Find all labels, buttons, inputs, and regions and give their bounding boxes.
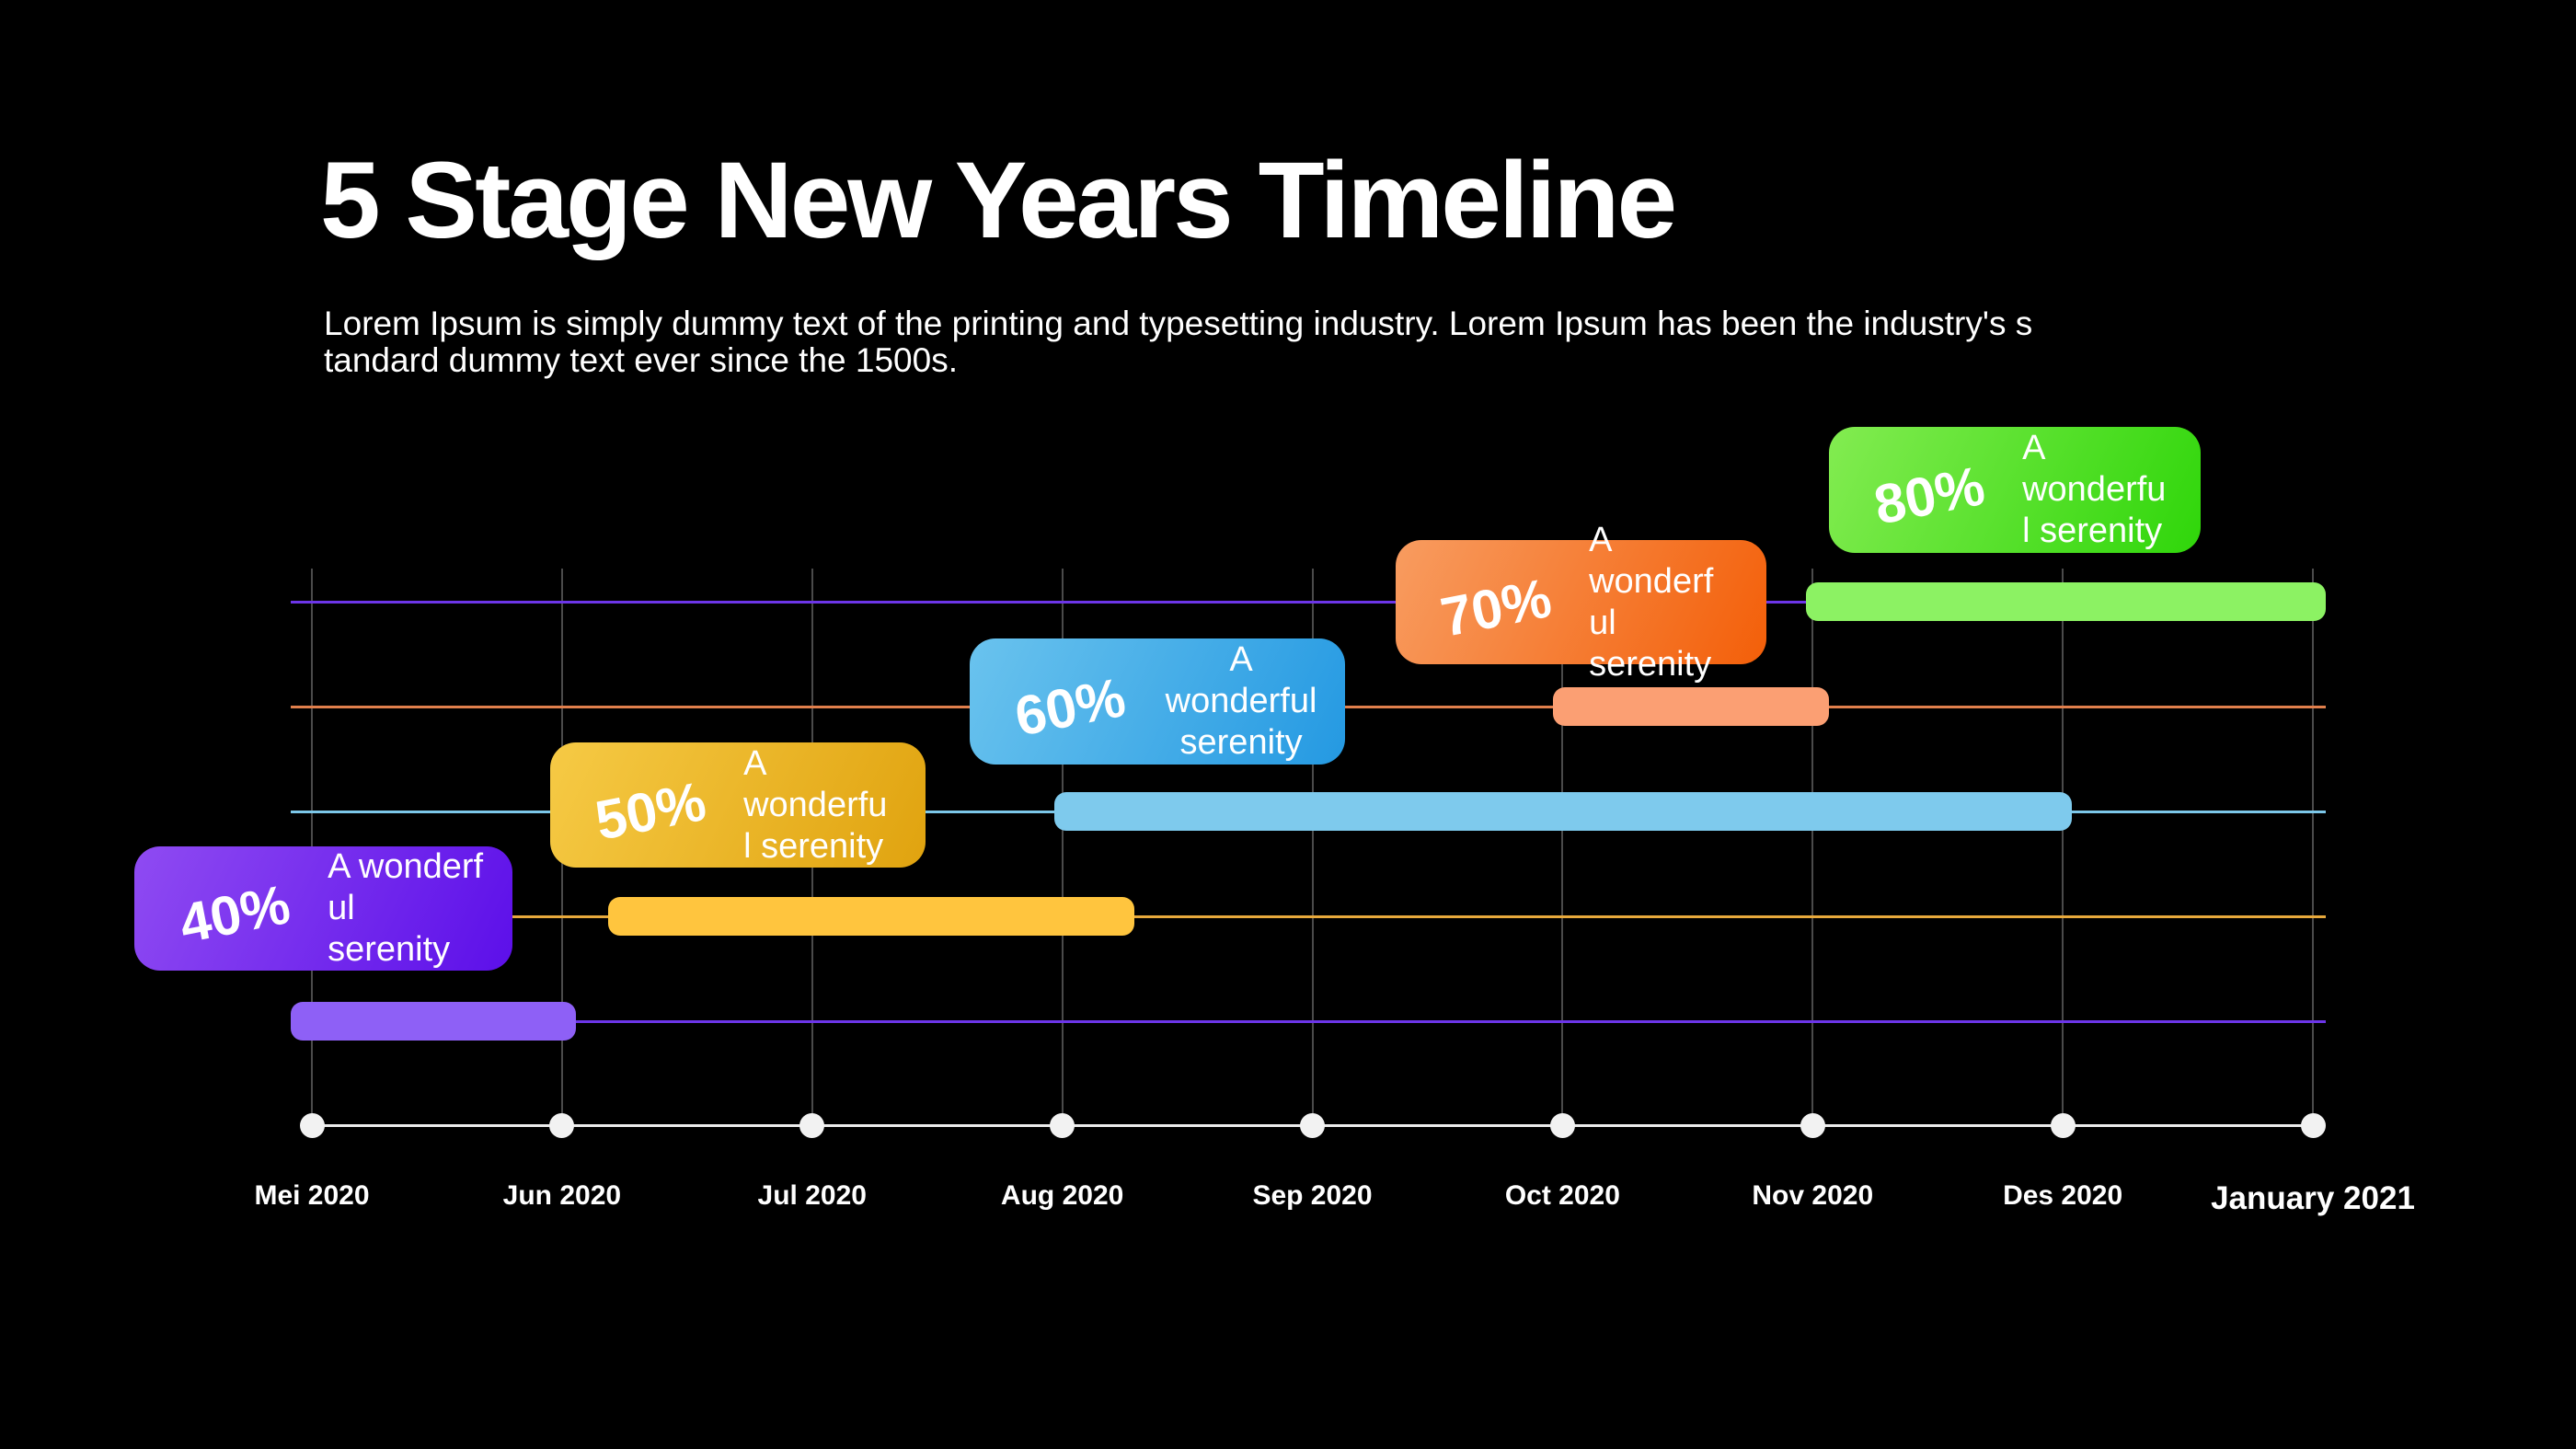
stage-percent: 50% [590, 769, 711, 852]
timeline-dot [2050, 1112, 2076, 1138]
month-label: Aug 2020 [1000, 1180, 1124, 1211]
month-gridline [1561, 569, 1564, 1125]
stage-label-line: A wonderful [1165, 640, 1317, 720]
timeline-dot [1800, 1112, 1825, 1138]
stage-percent: 70% [1435, 567, 1557, 649]
stage-card: 80% A wonderfu l serenity [1829, 427, 2201, 553]
stage-label-line: A wonderf [1589, 520, 1714, 601]
month-gridline [2062, 569, 2064, 1125]
stage-bar [291, 1002, 576, 1041]
timeline-dot [299, 1112, 325, 1138]
month-label: Nov 2020 [1752, 1180, 1874, 1211]
stage-label-line: ul serenity [328, 889, 451, 969]
stage-label-line: l serenity [743, 826, 884, 866]
stage-card: 70% A wonderf ul serenity [1396, 521, 1766, 684]
timeline-dot [549, 1112, 575, 1138]
month-label: Oct 2020 [1504, 1180, 1620, 1211]
page-title: 5 Stage New Years Timeline [320, 140, 1677, 261]
stage-row-line [291, 915, 2326, 918]
page-subtitle-line-1: Lorem Ipsum is simply dummy text of the … [324, 305, 2033, 342]
stage-label-line: A wonderfu [2022, 429, 2167, 509]
month-label: January 2021 [2211, 1180, 2415, 1216]
stage-row-line [291, 601, 2326, 604]
month-gridline [1811, 569, 1814, 1125]
page-subtitle: Lorem Ipsum is simply dummy text of the … [324, 305, 2032, 379]
timeline-dot [1050, 1112, 1075, 1138]
stage-card: 40% A wonderf ul serenity [134, 846, 512, 971]
stage-card: 50% A wonderfu l serenity [550, 742, 926, 868]
stage-bar [1054, 792, 2072, 831]
stage-bar [608, 897, 1134, 936]
stage-label-line: l serenity [2022, 512, 2163, 550]
month-gridline [1311, 569, 1314, 1125]
stage-percent: 40% [174, 873, 295, 955]
timeline-dot [1300, 1112, 1325, 1138]
month-label: Mei 2020 [254, 1180, 370, 1211]
stage-label-line: serenity [1179, 723, 1303, 762]
stage-label: A wonderful serenity [1163, 639, 1319, 764]
month-label: Sep 2020 [1252, 1180, 1373, 1211]
stage-percent: 60% [1009, 666, 1131, 748]
month-label: Des 2020 [2003, 1180, 2123, 1211]
timeline-dot [799, 1112, 825, 1138]
stage-row-line [291, 1020, 2326, 1023]
stage-label-line: A wonderf [328, 847, 484, 886]
stage-percent: 80% [1869, 454, 1990, 536]
month-label: Jun 2020 [502, 1180, 622, 1211]
month-gridline [1061, 569, 1064, 1125]
month-gridline [2312, 569, 2314, 1125]
stage-bar [1553, 687, 1829, 726]
timeline-dot [2300, 1112, 2326, 1138]
page-subtitle-line-2: tandard dummy text ever since the 1500s. [324, 341, 958, 379]
stage-bar [1806, 582, 2326, 621]
timeline-dot [1549, 1112, 1575, 1138]
stage-label-line: A wonderfu [743, 743, 888, 824]
stage-card: 60% A wonderful serenity [970, 638, 1345, 765]
stage-label-line: ul serenity [1589, 603, 1712, 684]
month-label: Jul 2020 [757, 1180, 867, 1211]
